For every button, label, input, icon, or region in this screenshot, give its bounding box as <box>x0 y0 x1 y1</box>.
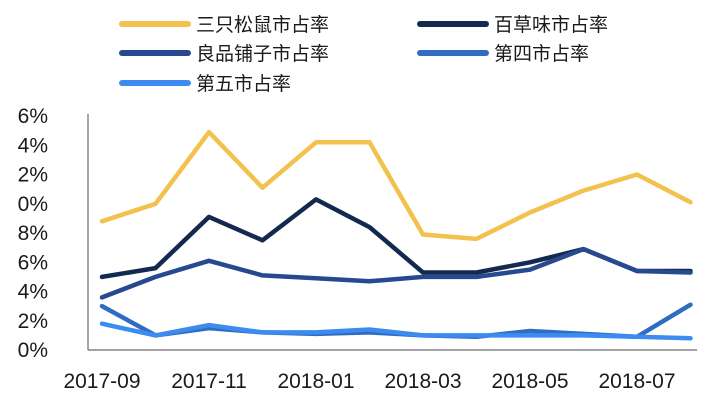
y-tick-label: 2% <box>18 164 48 187</box>
y-tick-label: 0% <box>18 339 48 362</box>
y-tick-label: 0% <box>18 193 48 216</box>
x-tick-label: 2017-11 <box>171 370 247 393</box>
legend-label: 三只松鼠市占率 <box>196 14 329 36</box>
x-tick-label: 2017-09 <box>63 370 140 393</box>
series-line-1 <box>99 129 693 242</box>
x-tick-label: 2018-01 <box>277 370 354 393</box>
y-tick-label: 8% <box>18 222 48 245</box>
legend-label: 良品铺子市占率 <box>196 43 329 65</box>
x-tick-label: 2018-03 <box>384 370 461 393</box>
series-lines <box>99 129 693 341</box>
y-tick-label: 6% <box>18 105 48 128</box>
legend-label: 百草味市占率 <box>494 14 608 36</box>
y-tick-label: 4% <box>18 134 48 157</box>
x-tick-label: 2018-07 <box>598 370 675 393</box>
x-tick-label: 2018-05 <box>491 370 568 393</box>
series-line-3 <box>99 246 693 300</box>
y-tick-labels: 0% 2% 4% 6% 8% 0% 2% 4% 6% <box>18 105 48 362</box>
axes <box>87 114 697 351</box>
x-tick-labels: 2017-09 2017-11 2018-01 2018-03 2018-05 2018-… <box>63 370 675 393</box>
y-tick-label: 6% <box>18 251 48 274</box>
legend-label: 第五市占率 <box>196 73 291 95</box>
y-tick-label: 2% <box>18 310 48 333</box>
legend-label: 第四市占率 <box>494 43 589 65</box>
y-tick-label: 4% <box>18 281 48 304</box>
series-line-5 <box>99 321 693 341</box>
